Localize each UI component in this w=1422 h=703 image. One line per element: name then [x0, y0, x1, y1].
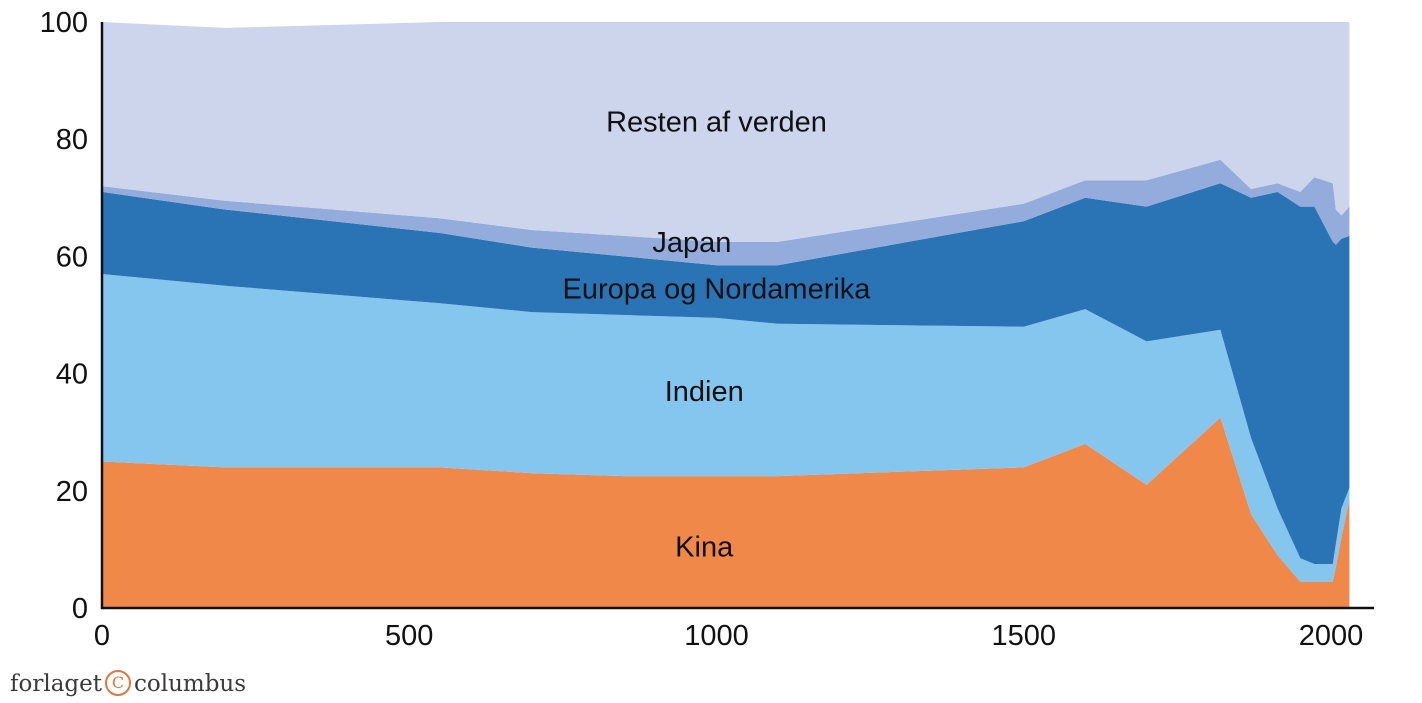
x-tick-label: 1000 [684, 620, 749, 652]
x-tick-label: 1500 [991, 620, 1056, 652]
area-europa-og-nordamerika [102, 183, 1350, 564]
logo-text-right: columbus [134, 671, 247, 697]
y-tick-label: 100 [40, 7, 88, 39]
band-label-japan: Japan [652, 227, 731, 259]
band-label-indien: Indien [665, 376, 744, 408]
area-layers [102, 22, 1350, 608]
y-tick-label: 40 [56, 359, 88, 391]
y-tick-label: 80 [56, 124, 88, 156]
band-labels: Resten af verden Japan Europa og Nordameri… [563, 107, 872, 564]
x-tick-label: 500 [385, 620, 433, 652]
logo-text-left: forlaget [10, 671, 102, 697]
band-label-kina: Kina [675, 531, 734, 563]
y-tick-label: 20 [56, 476, 88, 508]
x-tick-label: 2000 [1299, 620, 1364, 652]
x-tick-label: 0 [94, 620, 110, 652]
y-tick-label: 0 [72, 593, 88, 625]
copyright-c-icon: C [105, 670, 131, 696]
area-japan [102, 159, 1350, 266]
band-label-europa-og-nordamerika: Europa og Nordamerika [563, 274, 872, 306]
area-kina [102, 417, 1350, 608]
area-resten-af-verden [102, 22, 1350, 242]
band-label-resten-af-verden: Resten af verden [606, 107, 827, 139]
area-indien [102, 274, 1350, 582]
y-tick-label: 60 [56, 241, 88, 273]
